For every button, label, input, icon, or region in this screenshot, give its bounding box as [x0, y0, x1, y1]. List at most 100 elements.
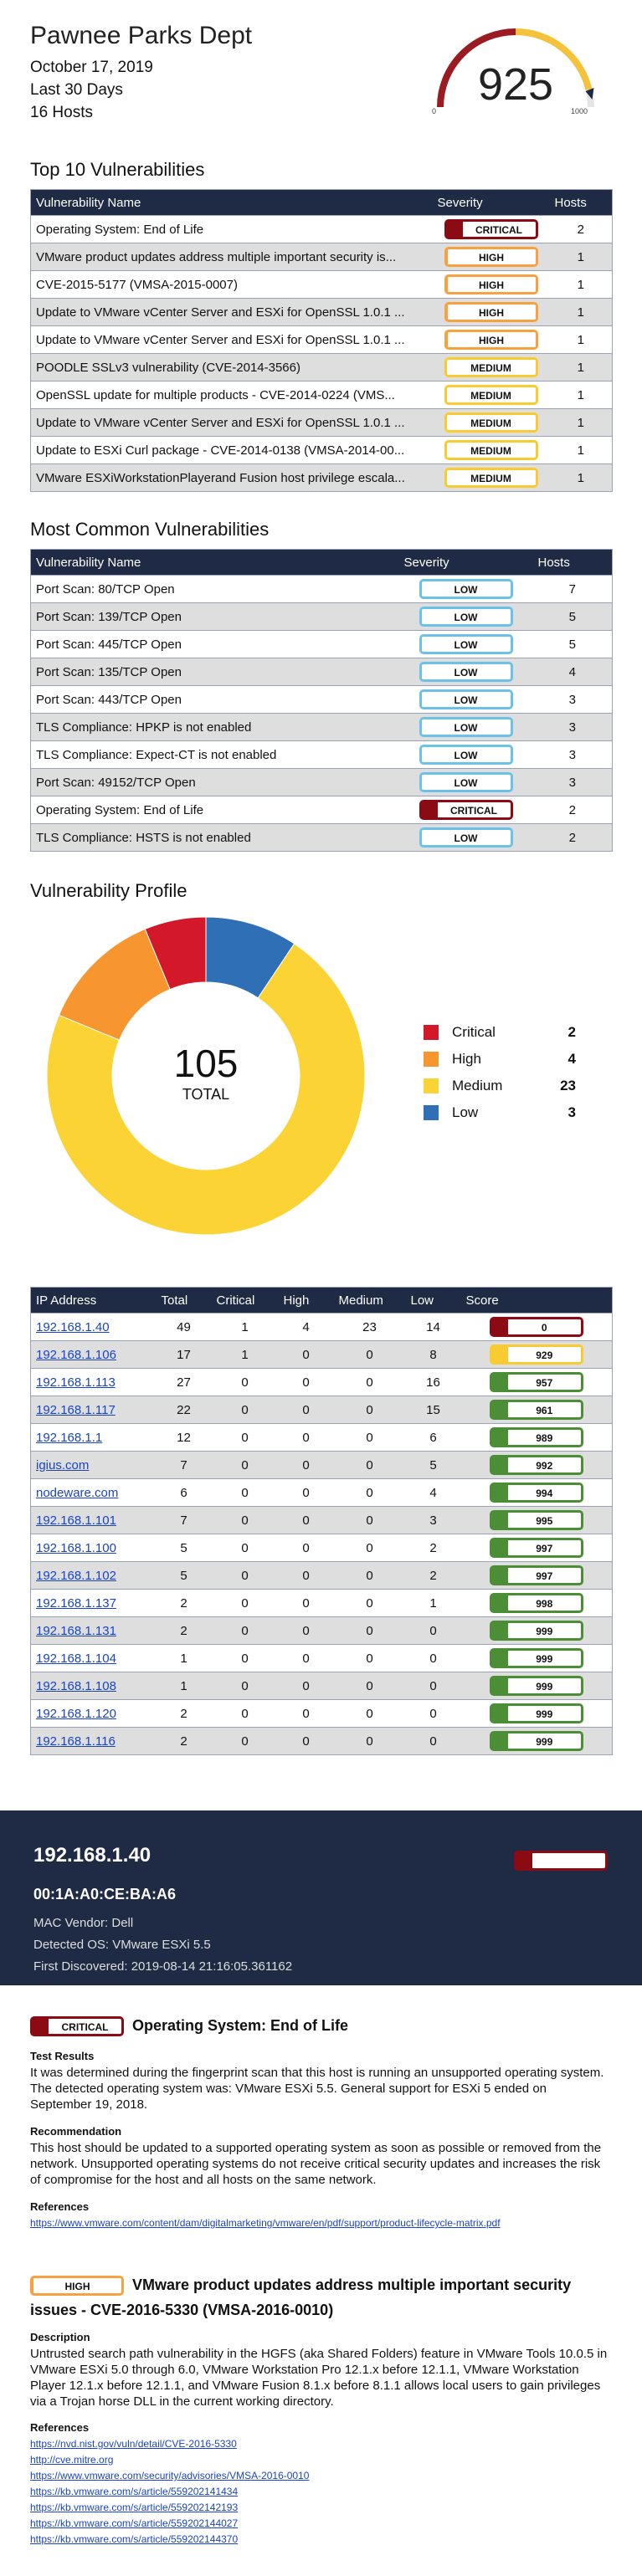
- severity-cell: MEDIUM: [432, 381, 550, 409]
- table-row: 192.168.1.137 2 0 0 0 1 998: [30, 1589, 613, 1617]
- host-link[interactable]: nodeware.com: [36, 1485, 119, 1500]
- host-link[interactable]: 192.168.1.120: [36, 1706, 116, 1721]
- table-row: 192.168.1.1 12 0 0 0 6 989: [30, 1423, 613, 1452]
- table-row: Port Scan: 49152/TCP Open LOW 3: [30, 768, 613, 796]
- common-title: Most Common Vulnerabilities: [30, 519, 270, 540]
- host-link[interactable]: 192.168.1.108: [36, 1678, 116, 1693]
- score-cell: 997: [460, 1561, 613, 1590]
- host-detail-panel: 192.168.1.40 0 00:1A:A0:CE:BA:A6 MAC Ven…: [0, 1810, 642, 1985]
- high-cell: 0: [278, 1506, 334, 1534]
- host-link[interactable]: 192.168.1.131: [36, 1623, 116, 1638]
- col-critical: Critical: [211, 1287, 279, 1314]
- gauge-yellow-segment: [515, 28, 593, 90]
- reference-link[interactable]: https://www.vmware.com/security/advisori…: [30, 2470, 310, 2481]
- host-count-cell: 1: [549, 408, 613, 437]
- severity-cell: LOW: [398, 713, 533, 741]
- vuln-name: TLS Compliance: Expect-CT is not enabled: [30, 740, 399, 769]
- host-link[interactable]: 192.168.1.113: [36, 1375, 116, 1390]
- critical-cell: 0: [211, 1506, 279, 1534]
- reference-link[interactable]: http://cve.mitre.org: [30, 2454, 114, 2466]
- table-row: Port Scan: 135/TCP Open LOW 4: [30, 658, 613, 686]
- gauge-red-segment: [437, 28, 516, 108]
- high-cell: 0: [278, 1451, 334, 1479]
- critical-cell: 0: [211, 1478, 279, 1507]
- legend-item: Critical 2: [424, 1019, 576, 1046]
- table-row: TLS Compliance: HSTS is not enabled LOW 2: [30, 823, 613, 852]
- score-badge: 999: [489, 1621, 583, 1641]
- medium-cell: 0: [333, 1616, 406, 1645]
- table-row: 192.168.1.102 5 0 0 0 2 997: [30, 1561, 613, 1590]
- org-name: Pawnee Parks Dept: [30, 22, 253, 49]
- severity-cell: LOW: [398, 630, 533, 658]
- total-cell: 2: [156, 1727, 212, 1755]
- score-cell: 992: [460, 1451, 613, 1479]
- reference-link[interactable]: https://kb.vmware.com/s/article/55920214…: [30, 2486, 239, 2497]
- col-vuln-name: Vulnerability Name: [30, 549, 399, 576]
- high-cell: 0: [278, 1561, 334, 1590]
- medium-cell: 0: [333, 1699, 406, 1728]
- score-cell: 998: [460, 1589, 613, 1617]
- low-cell: 0: [405, 1727, 461, 1755]
- severity-badge: CRITICAL: [419, 800, 513, 820]
- host-link[interactable]: 192.168.1.40: [36, 1319, 110, 1334]
- host-link[interactable]: 192.168.1.116: [36, 1734, 116, 1749]
- col-score: Score: [460, 1287, 613, 1314]
- reference-link[interactable]: https://nvd.nist.gov/vuln/detail/CVE-201…: [30, 2438, 237, 2450]
- finding2-title-text: VMware product updates address multiple …: [30, 2276, 572, 2318]
- reference-link[interactable]: https://www.vmware.com/content/dam/digit…: [30, 2217, 501, 2229]
- severity-badge: MEDIUM: [444, 385, 538, 405]
- host-link[interactable]: 192.168.1.106: [36, 1347, 116, 1362]
- table-row: nodeware.com 6 0 0 0 4 994: [30, 1478, 613, 1507]
- top10-title: Top 10 Vulnerabilities: [30, 159, 205, 180]
- score-badge: 999: [489, 1676, 583, 1696]
- vuln-name: Port Scan: 139/TCP Open: [30, 602, 399, 631]
- host-count-cell: 3: [532, 713, 613, 741]
- severity-cell: LOW: [398, 685, 533, 714]
- score-badge: 999: [489, 1703, 583, 1723]
- low-cell: 0: [405, 1672, 461, 1700]
- host-ip-cell: 192.168.1.100: [30, 1534, 157, 1562]
- host-link[interactable]: igius.com: [36, 1457, 90, 1472]
- host-count: 16 Hosts: [30, 104, 93, 121]
- score-cell: 999: [460, 1672, 613, 1700]
- legend-swatch: [424, 1025, 439, 1040]
- finding1-title: CRITICAL Operating System: End of Life: [30, 2013, 613, 2038]
- col-total: Total: [156, 1287, 212, 1314]
- host-link[interactable]: 192.168.1.102: [36, 1568, 116, 1583]
- vuln-name: Update to ESXi Curl package - CVE-2014-0…: [30, 436, 433, 464]
- high-cell: 0: [278, 1672, 334, 1700]
- vuln-name: Port Scan: 445/TCP Open: [30, 630, 399, 658]
- severity-cell: MEDIUM: [432, 353, 550, 382]
- finding2-refs: https://nvd.nist.gov/vuln/detail/CVE-201…: [30, 2436, 309, 2548]
- reference-link[interactable]: https://kb.vmware.com/s/article/55920214…: [30, 2517, 239, 2529]
- host-link[interactable]: 192.168.1.100: [36, 1540, 116, 1555]
- host-count-cell: 2: [532, 796, 613, 824]
- severity-badge: LOW: [419, 579, 513, 599]
- host-ip-cell: 192.168.1.101: [30, 1506, 157, 1534]
- host-ip-cell: 192.168.1.117: [30, 1396, 157, 1424]
- high-cell: 0: [278, 1396, 334, 1424]
- severity-cell: LOW: [398, 602, 533, 631]
- severity-badge: LOW: [419, 634, 513, 654]
- host-link[interactable]: 192.168.1.101: [36, 1513, 116, 1528]
- score-cell: 961: [460, 1396, 613, 1424]
- score-cell: 997: [460, 1534, 613, 1562]
- host-link[interactable]: 192.168.1.104: [36, 1651, 116, 1666]
- reference-link[interactable]: https://kb.vmware.com/s/article/55920214…: [30, 2502, 239, 2513]
- host-link[interactable]: 192.168.1.117: [36, 1402, 116, 1417]
- total-cell: 7: [156, 1506, 212, 1534]
- score-badge: 995: [489, 1510, 583, 1530]
- report-date: October 17, 2019: [30, 59, 153, 76]
- score-cell: 994: [460, 1478, 613, 1507]
- host-link[interactable]: 192.168.1.1: [36, 1430, 103, 1445]
- table-row: igius.com 7 0 0 0 5 992: [30, 1451, 613, 1479]
- low-cell: 0: [405, 1644, 461, 1672]
- finding2-title: HIGH VMware product updates address multi…: [30, 2272, 613, 2322]
- host-link[interactable]: 192.168.1.137: [36, 1595, 116, 1611]
- low-cell: 2: [405, 1534, 461, 1562]
- reference-link[interactable]: https://kb.vmware.com/s/article/55920214…: [30, 2533, 239, 2545]
- table-row: Update to ESXi Curl package - CVE-2014-0…: [30, 436, 613, 464]
- critical-cell: 0: [211, 1368, 279, 1396]
- severity-badge: HIGH: [444, 302, 538, 322]
- high-cell: 4: [278, 1313, 334, 1341]
